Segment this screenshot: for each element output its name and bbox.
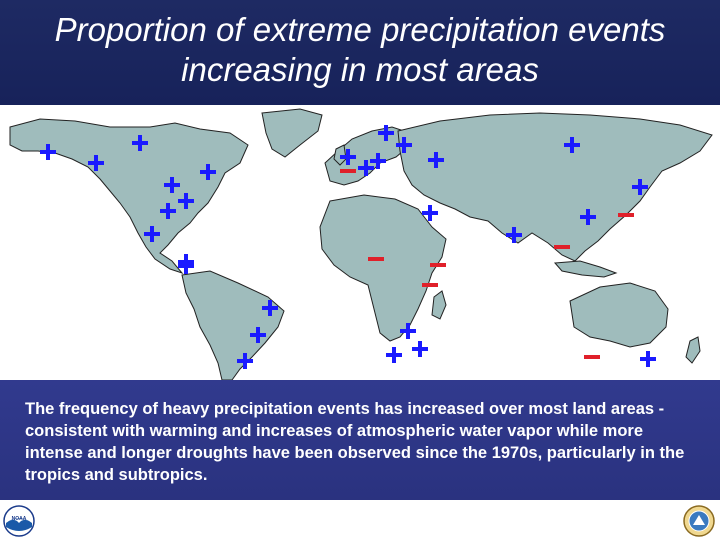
australia: [569, 282, 669, 348]
new-zealand: [685, 336, 701, 364]
increase-marker: [144, 226, 160, 242]
increase-marker: [428, 152, 444, 168]
increase-marker: [370, 153, 386, 169]
increase-marker: [400, 323, 416, 339]
increase-marker: [250, 327, 266, 343]
landmasses: [9, 108, 713, 380]
increase-marker: [378, 125, 394, 141]
increase-marker: [178, 258, 194, 274]
increase-marker: [396, 137, 412, 153]
world-map: [0, 105, 720, 380]
africa: [319, 194, 447, 342]
south-america: [181, 270, 285, 380]
decrease-marker: [368, 257, 384, 261]
decrease-marker: [422, 283, 438, 287]
asia: [397, 112, 713, 262]
title-bar: Proportion of extreme precipitation even…: [0, 0, 720, 105]
increase-marker: [580, 209, 596, 225]
increase-marker: [564, 137, 580, 153]
caption-box: The frequency of heavy precipitation eve…: [0, 380, 720, 500]
increase-marker: [178, 193, 194, 209]
increase-marker: [506, 227, 522, 243]
increase-marker: [237, 353, 253, 369]
world-map-svg: [9, 108, 713, 380]
increase-marker: [160, 203, 176, 219]
increase-marker: [422, 205, 438, 221]
increase-marker: [40, 144, 56, 160]
increase-marker: [200, 164, 216, 180]
caption-text: The frequency of heavy precipitation eve…: [25, 400, 685, 484]
svg-text:NOAA: NOAA: [12, 516, 27, 522]
increase-marker: [640, 351, 656, 367]
decrease-marker: [618, 213, 634, 217]
increase-marker: [164, 177, 180, 193]
madagascar: [431, 290, 447, 320]
increase-marker: [262, 300, 278, 316]
north-america: [9, 118, 249, 275]
markers-layer: [40, 125, 656, 369]
greenland: [261, 108, 323, 158]
increase-marker: [632, 179, 648, 195]
decrease-marker: [430, 263, 446, 267]
decrease-marker: [554, 245, 570, 249]
increase-marker: [412, 341, 428, 357]
increase-marker: [340, 149, 356, 165]
noaa-logo: NOAA: [3, 505, 35, 537]
increase-marker: [132, 135, 148, 151]
commerce-seal: [683, 505, 715, 537]
page-title: Proportion of extreme precipitation even…: [54, 11, 666, 88]
increase-marker: [386, 347, 402, 363]
decrease-marker: [584, 355, 600, 359]
increase-marker: [358, 160, 374, 176]
increase-marker: [88, 155, 104, 171]
decrease-marker: [340, 169, 356, 173]
indonesia: [553, 260, 618, 278]
